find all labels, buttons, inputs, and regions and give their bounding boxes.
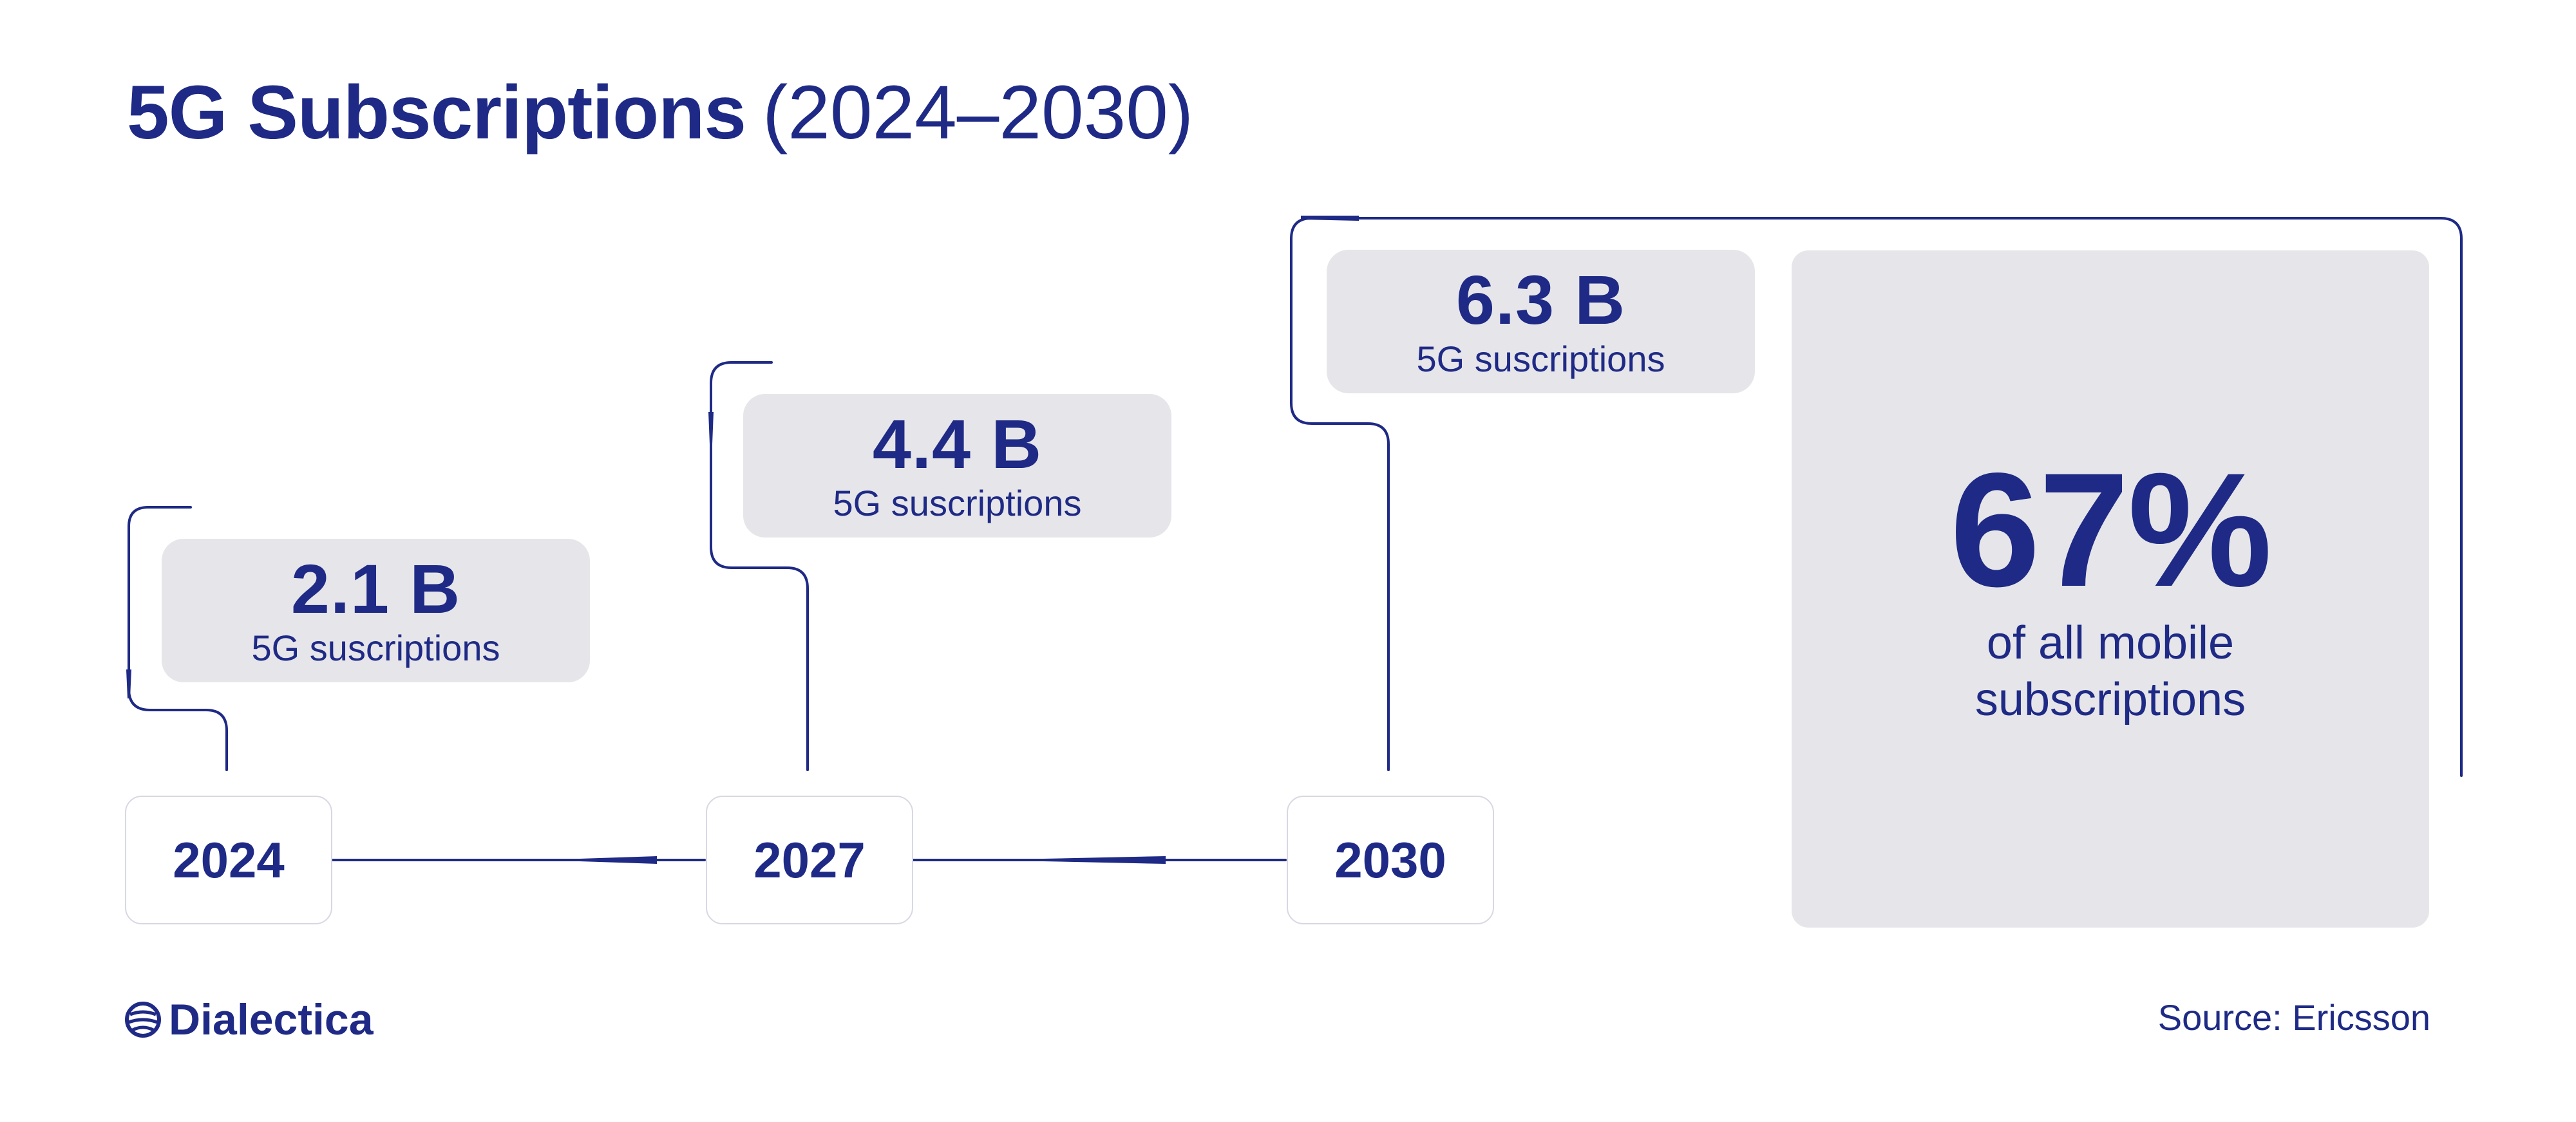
connector-accent-2027 (708, 412, 714, 444)
brand-logo: Dialectica (124, 995, 374, 1045)
year-box-2027: 2027 (706, 796, 913, 924)
connector-2030 (1290, 217, 1390, 771)
stat-box-2024: 2.1 B 5G suscriptions (162, 539, 590, 682)
year-box-2030: 2030 (1287, 796, 1494, 924)
share-callout-box: 67% of all mobile subscriptions (1792, 250, 2429, 928)
stat-box-2027: 4.4 B 5G suscriptions (743, 394, 1171, 538)
stat-label-2030: 5G suscriptions (1416, 338, 1665, 379)
connector-2024 (128, 506, 228, 771)
stat-value-2027: 4.4 B (872, 404, 1043, 483)
connector-2027 (710, 361, 809, 771)
page-title: 5G Subscriptions (2024–2030) (127, 61, 1193, 164)
year-box-2024: 2024 (125, 796, 332, 924)
stat-value-2024: 2.1 B (290, 549, 461, 628)
timeline-accent-1 (580, 856, 657, 864)
connector-accent-2024 (126, 669, 131, 698)
stat-box-2030: 6.3 B 5G suscriptions (1327, 250, 1755, 393)
title-main: 5G Subscriptions (127, 70, 746, 155)
globe-icon (125, 1002, 161, 1038)
stat-label-2024: 5G suscriptions (251, 627, 500, 668)
share-value: 67% (1949, 440, 2272, 621)
stat-value-2030: 6.3 B (1455, 260, 1626, 339)
source-note: Source: Ericsson (2157, 997, 2430, 1038)
connector-share (1325, 217, 2463, 777)
share-label: of all mobile subscriptions (1975, 617, 2246, 725)
connector-accent-2030-top (1301, 216, 1359, 221)
stat-label-2027: 5G suscriptions (833, 482, 1082, 523)
timeline-accent-2 (1043, 856, 1166, 864)
title-range: (2024–2030) (762, 70, 1194, 155)
brand-name: Dialectica (169, 995, 374, 1044)
